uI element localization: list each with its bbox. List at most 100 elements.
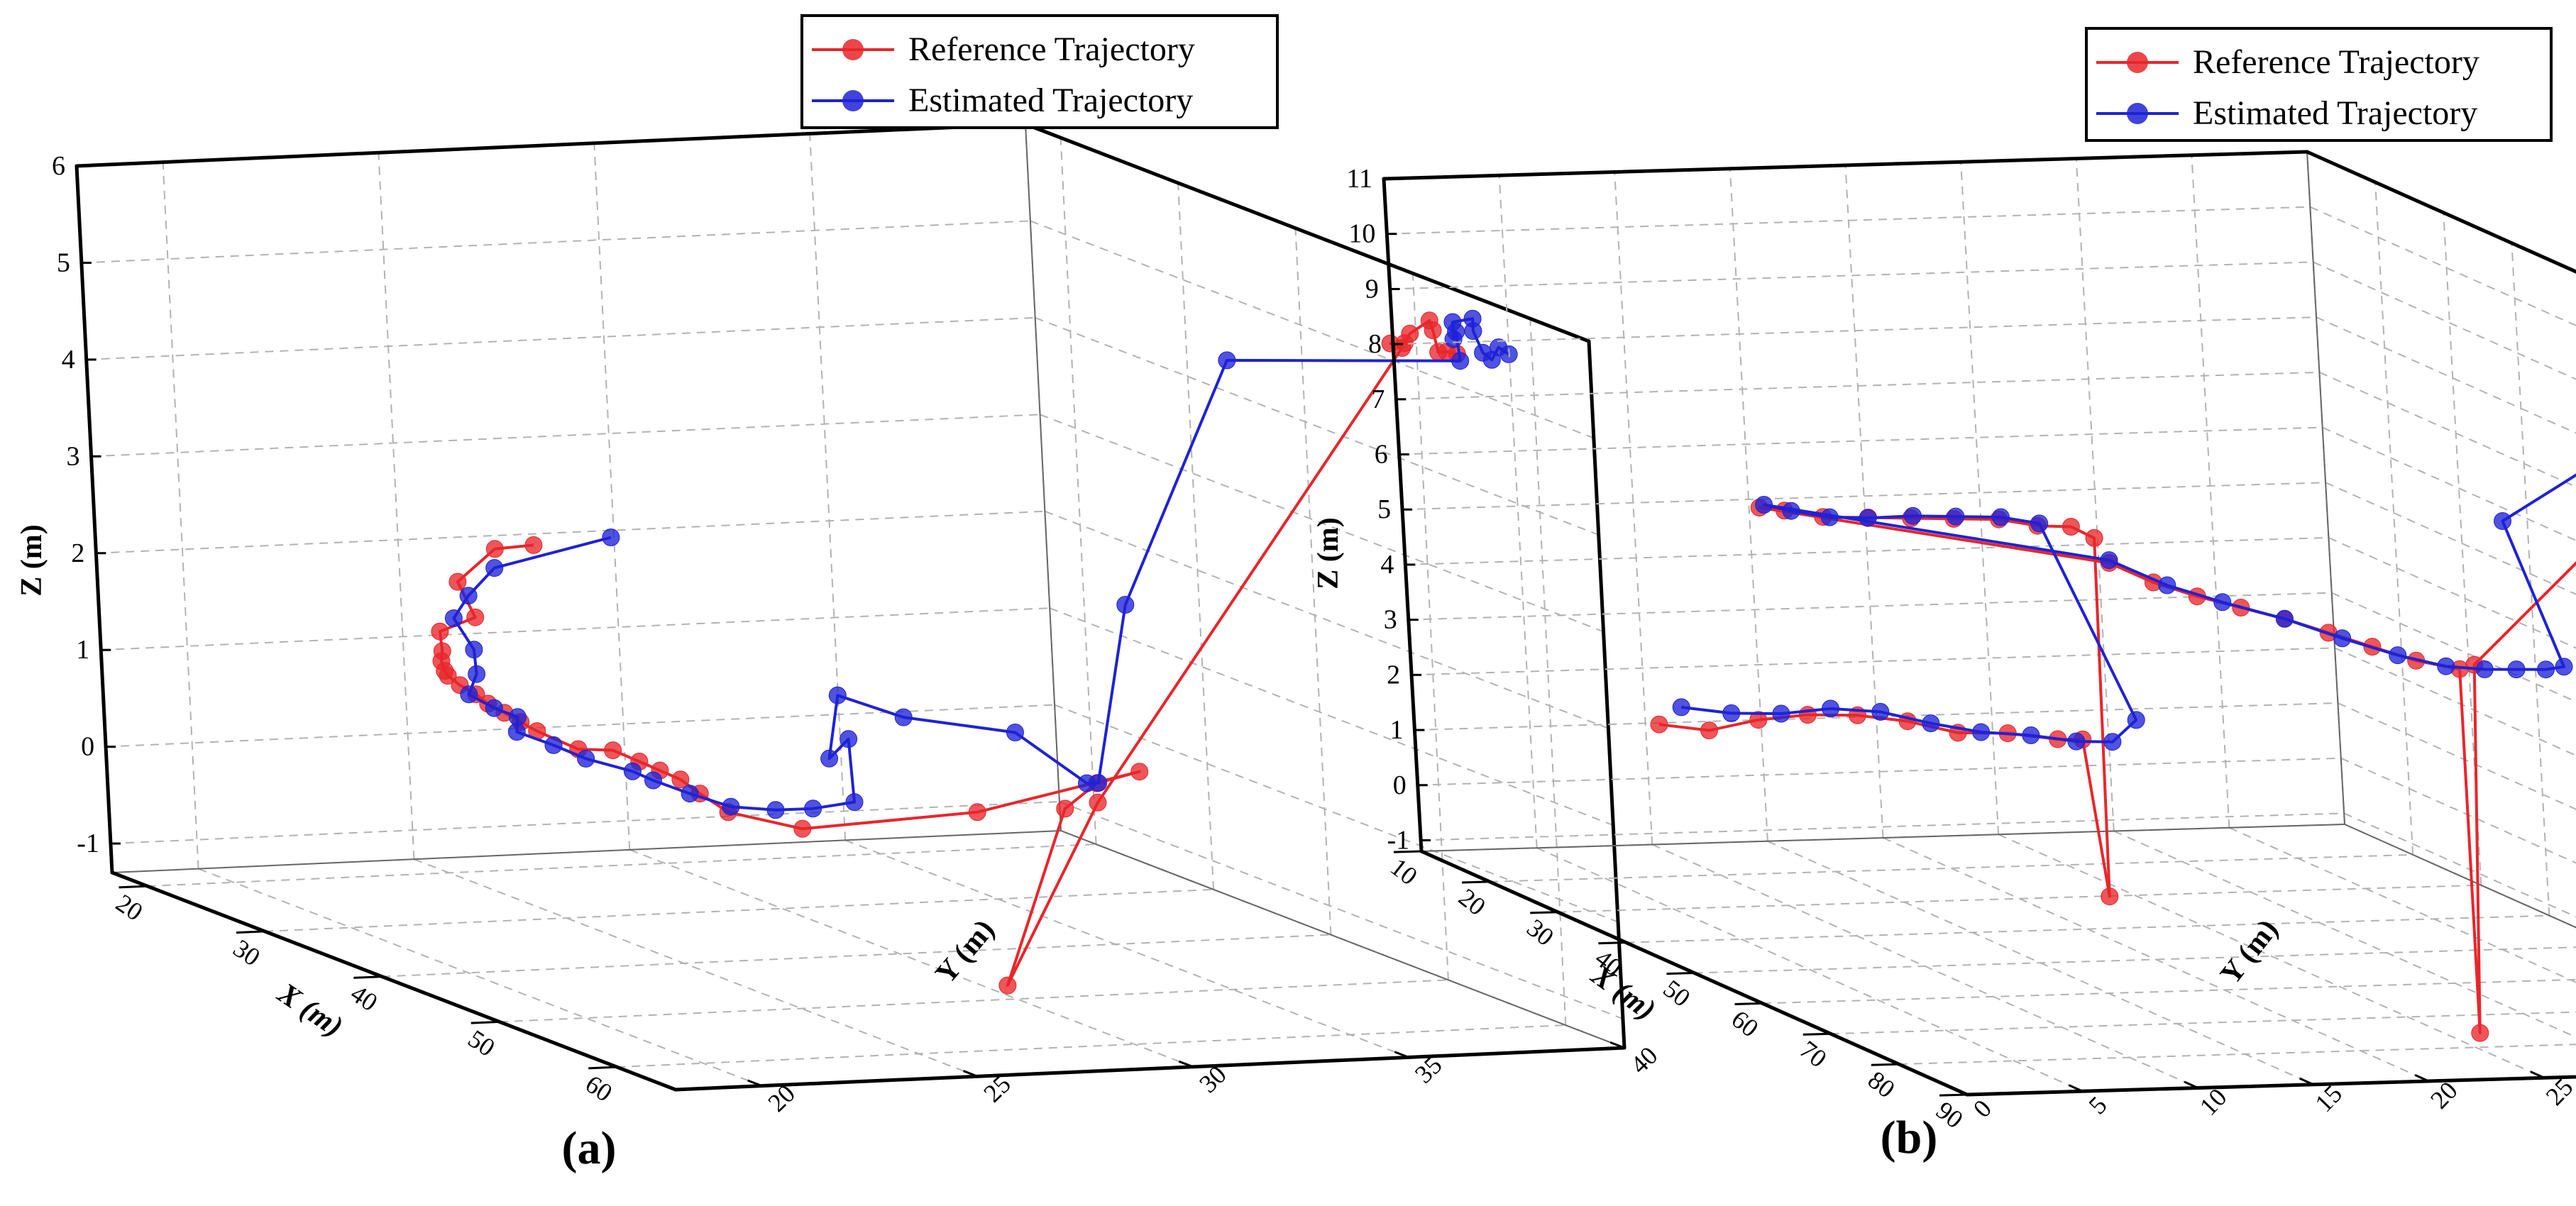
grid-line — [1830, 1011, 2576, 1035]
box-edge — [2344, 824, 2576, 929]
legend-box — [800, 14, 1279, 129]
grid-line — [2331, 592, 2576, 703]
panel-label: (a) — [562, 1122, 617, 1174]
estimated-trajectory-point — [544, 736, 563, 754]
reference-trajectory-point — [2471, 1024, 2489, 1042]
grid-line — [1960, 162, 2000, 835]
estimated-trajectory-point — [2275, 609, 2294, 628]
grid-line — [1421, 812, 2345, 841]
reference-trajectory-point — [1700, 721, 1718, 740]
estimated-trajectory-point — [1755, 496, 1773, 514]
z-tick-label: 1 — [1389, 715, 1403, 745]
reference-trajectory-point — [1089, 793, 1107, 812]
reference-trajectory-point — [1798, 706, 1817, 724]
estimated-trajectory-point — [444, 609, 463, 627]
estimated-trajectory-point — [1782, 502, 1800, 520]
z-tick-label: 11 — [1346, 164, 1372, 194]
grid-line — [2318, 371, 2576, 488]
x-tick-label: 10 — [1385, 853, 1423, 891]
estimated-trajectory-point — [1218, 351, 1236, 370]
grid-line — [499, 979, 1448, 1023]
grid-line — [1408, 592, 2332, 621]
x-tick-label: 60 — [1727, 1005, 1764, 1043]
estimated-trajectory-point — [2507, 660, 2526, 679]
z-tick-label: 0 — [81, 732, 94, 762]
grid-line — [1883, 837, 2429, 1082]
grid-line — [1030, 220, 1595, 439]
estimated-trajectory-point — [602, 529, 620, 546]
grid-line — [147, 843, 1096, 887]
x-tick-label: 20 — [111, 889, 148, 926]
x-tick — [353, 975, 382, 979]
estimated-trajectory-point — [507, 723, 526, 741]
x-tick-label: 30 — [229, 934, 265, 971]
estimated-trajectory-point — [2158, 576, 2176, 594]
reference-trajectory-point — [1424, 321, 1442, 340]
box-edge — [2306, 151, 2345, 825]
x-tick — [588, 1066, 617, 1070]
x-tick-label: 50 — [1658, 974, 1695, 1012]
y-tick — [1178, 1060, 1194, 1068]
z-axis-line — [1382, 177, 1424, 853]
grid-line — [1049, 607, 1614, 826]
z-axis-label: Z (m) — [1312, 517, 1345, 589]
reference-trajectory-point — [448, 572, 467, 591]
estimated-trajectory-point — [1991, 508, 2010, 526]
grid-line — [162, 162, 199, 869]
grid-line — [382, 934, 1331, 978]
z-tick-label: 3 — [67, 441, 80, 471]
reference-trajectory-point — [604, 741, 622, 760]
x-tick-label: 50 — [463, 1024, 500, 1062]
estimated-trajectory-point — [1820, 508, 1839, 526]
estimated-trajectory-point — [2127, 711, 2145, 729]
grid-line — [2316, 316, 2576, 434]
reference-trajectory-point — [671, 770, 690, 789]
estimated-trajectory-series — [444, 309, 1518, 819]
y-tick-label: 0 — [1968, 1094, 1997, 1123]
z-tick-label: 6 — [52, 151, 65, 181]
grid-line — [1402, 482, 2326, 511]
grid-line — [2343, 812, 2576, 918]
y-tick — [2414, 1074, 2430, 1083]
z-tick-label: 2 — [71, 538, 84, 568]
reference-trajectory-point — [1056, 800, 1074, 818]
estimated-trajectory-point — [2537, 660, 2555, 679]
grid-line — [106, 704, 1055, 748]
grid-line — [198, 868, 762, 1087]
box-edge-top-back — [1023, 122, 1591, 343]
grid-line — [1767, 840, 2314, 1085]
y-tick — [747, 1079, 763, 1088]
grid-line — [110, 801, 1059, 845]
legend-entry-label: Reference Trajectory — [2193, 43, 2479, 81]
grid-line — [1844, 165, 1884, 839]
estimated-trajectory-point — [2437, 657, 2455, 675]
x-tick — [1666, 972, 1695, 975]
estimated-trajectory-point — [460, 685, 478, 704]
z-tick-label: 9 — [1365, 274, 1379, 304]
box-edge-top-left — [1382, 150, 2309, 181]
estimated-trajectory-point — [465, 641, 483, 659]
grid-line — [1045, 510, 1609, 729]
grid-line — [1536, 847, 2084, 1092]
z-tick-label: 5 — [57, 248, 70, 277]
estimated-trajectory-point — [2030, 514, 2049, 533]
grid-line — [2309, 206, 2576, 326]
estimated-trajectory-point — [2213, 593, 2232, 612]
panel-label: (b) — [1881, 1112, 1938, 1163]
z-axis-line — [75, 164, 114, 875]
z-tick-label: -1 — [1387, 825, 1409, 855]
grid-line — [2306, 151, 2576, 273]
grid-line — [1694, 946, 2576, 974]
box-edge — [1421, 824, 2345, 852]
reference-trajectory-point — [968, 803, 986, 821]
grid-line — [2113, 830, 2576, 1039]
estimated-trajectory-point — [485, 559, 504, 577]
estimated-trajectory-line — [452, 317, 1510, 812]
estimated-trajectory-point — [1822, 699, 1839, 718]
x-tick-label: 80 — [1863, 1066, 1900, 1104]
grid-line — [414, 858, 978, 1078]
estimated-trajectory-point — [2100, 551, 2118, 570]
grid-line — [1898, 1044, 2576, 1066]
y-tick — [963, 1070, 978, 1078]
grid-line — [1490, 853, 2413, 883]
